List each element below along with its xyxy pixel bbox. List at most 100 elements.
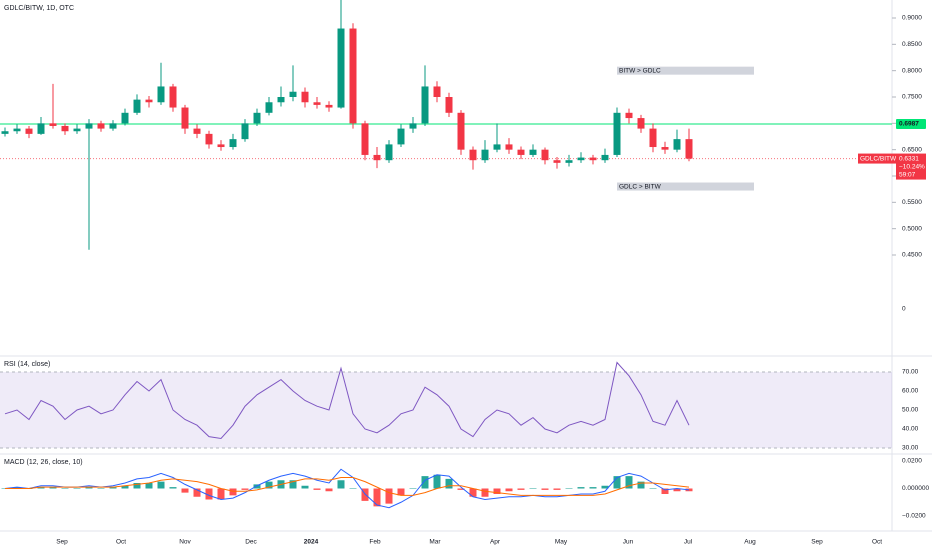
candle-body — [289, 91, 297, 97]
macd-histogram-bar — [409, 488, 417, 489]
macd-histogram-bar — [349, 488, 357, 489]
candle-body — [589, 157, 597, 161]
macd-histogram-bar — [301, 485, 309, 489]
macd-histogram-bar — [601, 485, 609, 489]
candle-body — [157, 86, 165, 103]
macd-line — [4, 468, 690, 509]
macd-histogram-bar — [145, 483, 153, 489]
candle-body — [241, 123, 249, 140]
x-tick-label: Sep — [56, 539, 68, 546]
macd-histogram-bar — [157, 481, 165, 489]
macd-histogram-bar — [253, 484, 261, 489]
macd-histogram-bar — [469, 488, 477, 497]
macd-histogram-bar — [181, 488, 189, 493]
candle-body — [13, 128, 21, 132]
candle-body — [325, 104, 333, 108]
symbol-tag-label: GDLC/BITW — [860, 155, 897, 162]
zone-label: BITW > GDLC — [619, 67, 661, 74]
candle-body — [433, 86, 441, 97]
y-tick-label: 0.9000 — [902, 15, 922, 22]
symbol-tag — [858, 153, 896, 164]
price-tag-label: 0.6331 — [899, 155, 919, 162]
macd-histogram-bar — [169, 487, 177, 489]
candle-body — [481, 149, 489, 161]
macd-histogram-bar — [457, 488, 465, 490]
candle-body — [553, 160, 561, 163]
candle-body — [229, 139, 237, 148]
volume-axis-label: 0 — [902, 306, 906, 313]
x-tick-label: Sep — [811, 539, 823, 546]
candle-body — [673, 139, 681, 150]
macd-histogram-bar — [397, 488, 405, 496]
macd-histogram-bar — [73, 488, 81, 489]
candle-body — [145, 99, 153, 103]
symbol-title: GDLC/BITW, 1D, OTC — [4, 5, 74, 12]
macd-histogram-bar — [673, 488, 681, 492]
candle-body — [469, 149, 477, 161]
candle-body — [25, 128, 33, 134]
zone-label: GDLC > BITW — [619, 183, 662, 190]
candle-body — [349, 28, 357, 124]
macd-histogram-bar — [193, 488, 201, 497]
x-tick-label: Mar — [429, 539, 441, 546]
macd-histogram-bar — [565, 488, 573, 489]
macd-histogram-bar — [661, 488, 669, 494]
candle-body — [505, 144, 513, 150]
candle-body — [301, 91, 309, 103]
candle-body — [493, 144, 501, 150]
macd-histogram-bar — [241, 488, 249, 490]
rsi-band — [0, 372, 892, 448]
candle-body — [133, 99, 141, 113]
macd-histogram-bar — [577, 487, 585, 489]
candle-body — [445, 97, 453, 113]
macd-histogram-bar — [289, 480, 297, 489]
candle-body — [265, 102, 273, 113]
candle-body — [97, 123, 105, 129]
macd-histogram-bar — [121, 485, 129, 489]
macd-tick-label: −0.0200 — [902, 513, 926, 520]
candle-body — [373, 154, 381, 161]
macd-histogram-bar — [433, 474, 441, 489]
candle-body — [121, 112, 129, 124]
x-tick-label: Feb — [369, 539, 381, 546]
macd-histogram-bar — [385, 488, 393, 504]
macd-histogram-bar — [37, 487, 45, 489]
x-tick-label: Apr — [490, 539, 501, 546]
macd-histogram-bar — [361, 488, 369, 501]
macd-histogram-bar — [421, 476, 429, 489]
x-tick-label: Jul — [684, 539, 693, 546]
candle-body — [637, 118, 645, 129]
price-tag — [896, 153, 926, 180]
macd-histogram-bar — [541, 488, 549, 490]
change-label: −10.24% — [899, 163, 925, 170]
candle-body — [649, 128, 657, 148]
candle-body — [49, 123, 57, 126]
macd-tick-label: 0.000000 — [902, 485, 929, 492]
candle-body — [109, 123, 117, 129]
candle-body — [337, 28, 345, 108]
macd-histogram-bar — [637, 481, 645, 489]
macd-histogram-bar — [61, 488, 69, 489]
candle-body — [685, 139, 693, 159]
macd-histogram-bar — [649, 488, 657, 489]
candle-body — [457, 112, 465, 150]
candle-body — [37, 123, 45, 134]
rsi-tick-label: 40.00 — [902, 426, 919, 433]
macd-histogram-bar — [553, 488, 561, 490]
macd-histogram-bar — [217, 488, 225, 500]
macd-histogram-bar — [205, 488, 213, 500]
macd-histogram-bar — [493, 488, 501, 494]
candle-body — [361, 123, 369, 155]
macd-histogram-bar — [529, 488, 537, 489]
candle-body — [577, 157, 585, 161]
macd-histogram-bar — [613, 476, 621, 489]
candle-body — [601, 154, 609, 161]
macd-histogram-bar — [97, 488, 105, 489]
y-tick-label: 0.6500 — [902, 146, 922, 153]
y-tick-label: 0.5000 — [902, 225, 922, 232]
rsi-title: RSI (14, close) — [4, 361, 50, 368]
candle-body — [385, 144, 393, 161]
candle-body — [73, 128, 81, 132]
